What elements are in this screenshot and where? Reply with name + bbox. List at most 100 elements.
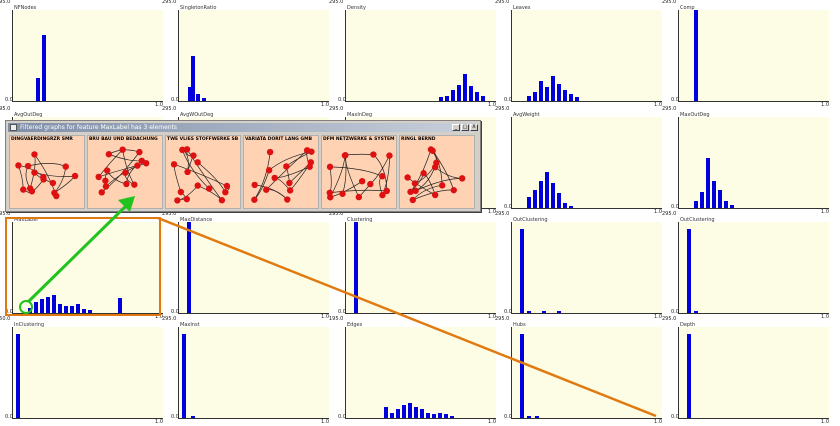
window-titlebar[interactable]: Filtered graphs for feature MaxLabel has… xyxy=(8,123,478,132)
histogram-bar[interactable] xyxy=(686,229,691,313)
histogram-panel[interactable]: 0.0 1.0 295.0 OutClustering xyxy=(495,211,670,321)
histogram-panel[interactable]: 0.0 1.0 295.0 SingletonRatio xyxy=(162,0,337,109)
histogram-panel[interactable]: 0.0 1.0 195.0 Edges xyxy=(329,316,504,426)
histogram-bar[interactable] xyxy=(718,189,722,208)
histogram-bar[interactable] xyxy=(401,405,406,418)
histogram-bar[interactable] xyxy=(439,97,443,101)
histogram-bar[interactable] xyxy=(35,78,40,101)
histogram-panel[interactable]: 0.0 1.0 295.0 Density xyxy=(329,0,504,109)
histogram-bar[interactable] xyxy=(70,305,74,313)
histogram-bar[interactable] xyxy=(533,189,537,208)
histogram-bar[interactable] xyxy=(694,10,698,101)
histogram-bar[interactable] xyxy=(118,298,122,313)
histogram-bar[interactable] xyxy=(527,96,531,101)
histogram-bar[interactable] xyxy=(383,407,388,418)
histogram-bar[interactable] xyxy=(694,200,698,208)
close-button[interactable]: X xyxy=(470,124,478,131)
histogram-panel[interactable]: 0.0 1.0 295.0 Comp xyxy=(662,0,837,109)
filtered-graphs-window[interactable]: Filtered graphs for feature MaxLabel has… xyxy=(5,120,481,212)
histogram-bar[interactable] xyxy=(569,93,573,101)
histogram-bar[interactable] xyxy=(557,193,561,208)
histogram-bar[interactable] xyxy=(451,90,455,101)
histogram-bar[interactable] xyxy=(201,98,206,101)
histogram-bar[interactable] xyxy=(395,408,400,418)
histogram-bar[interactable] xyxy=(706,157,710,208)
histogram-bar[interactable] xyxy=(475,91,479,101)
histogram-bar[interactable] xyxy=(724,200,728,208)
histogram-bar[interactable] xyxy=(469,86,473,101)
histogram-bar[interactable] xyxy=(389,412,394,418)
histogram-bar[interactable] xyxy=(407,403,412,418)
maximize-button[interactable]: □ xyxy=(461,124,469,131)
histogram-bar[interactable] xyxy=(551,75,555,101)
histogram-bar[interactable] xyxy=(527,197,531,208)
histogram-bar[interactable] xyxy=(88,310,92,313)
histogram-bar[interactable] xyxy=(539,80,543,101)
histogram-bar[interactable] xyxy=(686,334,691,418)
histogram-bar[interactable] xyxy=(437,412,442,418)
histogram-panel[interactable]: 0.0 1.0 295.0 Clustering xyxy=(329,211,504,321)
histogram-bar[interactable] xyxy=(563,202,567,208)
histogram-panel[interactable]: 0.0 1.0 295.0 Leaves xyxy=(495,0,670,109)
histogram-bar[interactable] xyxy=(481,96,485,101)
histogram-bar[interactable] xyxy=(575,97,579,101)
histogram-bar[interactable] xyxy=(533,91,537,101)
histogram-bar[interactable] xyxy=(527,311,531,313)
histogram-bar[interactable] xyxy=(64,305,68,313)
histogram-bar[interactable] xyxy=(542,311,546,313)
graph-thumbnail[interactable]: DINGVAERDINGRZR SMR xyxy=(9,135,85,209)
histogram-bar[interactable] xyxy=(431,414,436,418)
histogram-bar[interactable] xyxy=(457,84,461,101)
histogram-panel[interactable]: 0.0 1.0 295.0 MaxOutDeg xyxy=(662,106,837,216)
histogram-bar[interactable] xyxy=(545,87,549,101)
histogram-bar[interactable] xyxy=(52,294,56,313)
histogram-bar[interactable] xyxy=(413,407,418,418)
histogram-bar[interactable] xyxy=(195,93,200,101)
histogram-bar[interactable] xyxy=(551,182,555,208)
histogram-bar[interactable] xyxy=(463,73,467,101)
histogram-bar[interactable] xyxy=(563,90,567,101)
histogram-bar[interactable] xyxy=(58,303,62,313)
histogram-bar[interactable] xyxy=(712,180,716,208)
histogram-bar[interactable] xyxy=(519,229,524,313)
histogram-bar[interactable] xyxy=(28,307,32,313)
histogram-bar[interactable] xyxy=(76,303,80,313)
histogram-bar[interactable] xyxy=(419,408,424,418)
histogram-panel[interactable]: 0.0 1.0 295.0 MaxDistance xyxy=(162,211,337,321)
histogram-bar[interactable] xyxy=(445,95,449,101)
histogram-bar[interactable] xyxy=(82,309,86,313)
histogram-bar[interactable] xyxy=(694,311,698,313)
histogram-panel[interactable]: 0.0 1.0 295.0 Hubs xyxy=(495,316,670,426)
histogram-bar[interactable] xyxy=(539,180,543,208)
graph-thumbnail[interactable]: TWE VLIES STOFFWERKE SB xyxy=(165,135,241,209)
histogram-bar[interactable] xyxy=(425,412,430,418)
histogram-bar[interactable] xyxy=(34,302,38,313)
graph-thumbnail[interactable]: RINGL BERND xyxy=(399,135,475,209)
histogram-panel[interactable]: 0.0 1.0 295.0 Depth xyxy=(662,316,837,426)
histogram-bar[interactable] xyxy=(443,414,448,418)
histogram-panel[interactable]: 0.0 1.0 295.0 MaxInst xyxy=(162,316,337,426)
histogram-bar[interactable] xyxy=(41,35,46,101)
histogram-bar[interactable] xyxy=(40,299,44,313)
histogram-bar[interactable] xyxy=(730,205,734,208)
graph-thumbnail[interactable]: BRU BAU UND BEDACHUNG xyxy=(87,135,163,209)
graph-thumbnail[interactable]: VARIATA DORIT LANG GMB xyxy=(243,135,319,209)
histogram-panel[interactable]: 0.0 1.0 295.0 AvgWeight xyxy=(495,106,670,216)
histogram-bar[interactable] xyxy=(182,334,186,418)
